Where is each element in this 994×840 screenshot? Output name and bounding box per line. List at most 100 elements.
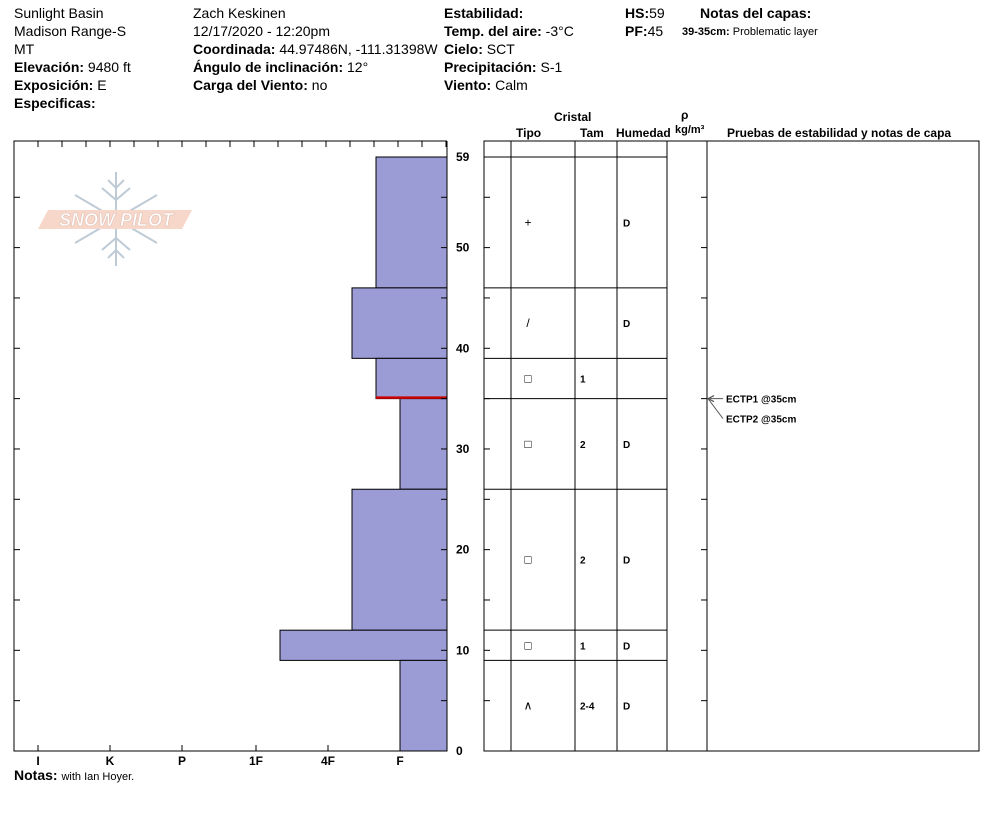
coord-value: 44.97486N, -111.31398W	[279, 41, 438, 57]
layer-crystal-type: +	[524, 215, 531, 229]
wind-load: Carga del Viento: no	[193, 77, 327, 93]
hs-label: HS:	[625, 5, 650, 21]
layer-note: 39-35cm: Problematic layer	[682, 24, 818, 40]
layer-moisture: D	[623, 218, 630, 229]
density-unit-header: kg/m³	[675, 124, 705, 136]
pf-label: PF:	[625, 23, 648, 39]
elevation-value: 9480 ft	[87, 59, 131, 75]
specifics-label: Especificas:	[14, 95, 96, 111]
hardness-bar	[351, 488, 448, 631]
moisture-header: Humedad	[616, 126, 671, 140]
layer-crystal-type: □	[524, 371, 531, 385]
hardness-bar	[351, 287, 448, 359]
depth-label: 59	[456, 150, 470, 164]
depth-label: 0	[456, 744, 463, 758]
slope-label: Ángulo de inclinación:	[193, 59, 344, 75]
test-label: ECTP2 @35cm	[726, 415, 796, 426]
stability-label: Estabilidad:	[444, 5, 524, 21]
hardness-label: F	[396, 754, 403, 768]
pf: PF:45	[625, 23, 663, 39]
depth-label: 20	[456, 543, 470, 557]
notes: Notas: with Ian Hoyer.	[14, 767, 134, 785]
hardness-label: 1F	[249, 754, 263, 768]
layer-moisture: D	[623, 702, 630, 713]
test-arrowhead	[706, 395, 715, 403]
layer-crystal-size: 1	[580, 641, 586, 652]
depth-label: 40	[456, 341, 470, 355]
precipitation: Precipitación: S-1	[444, 59, 562, 75]
wind-load-label: Carga del Viento:	[193, 77, 308, 93]
location-line-2: Madison Range-S	[14, 23, 127, 39]
elevation: Elevación: 9480 ft	[14, 59, 131, 75]
hardness-bar	[375, 156, 448, 289]
hardness-bar	[399, 398, 448, 490]
slope-value: 12°	[347, 59, 369, 75]
datetime: 12/17/2020 - 12:20pm	[193, 23, 330, 39]
aspect: Exposición: E	[14, 77, 107, 93]
slope-angle: Ángulo de inclinación: 12°	[193, 59, 368, 75]
hs-value: 59	[649, 5, 665, 21]
hardness-label: I	[36, 754, 39, 768]
test-arrow	[707, 398, 724, 419]
layer-crystal-size: 2	[580, 556, 586, 567]
layer-moisture: D	[623, 641, 630, 652]
layer-note-text: Problematic layer	[732, 26, 818, 38]
layer-crystal-size: 1	[580, 374, 586, 385]
hardness-bar	[399, 659, 448, 752]
pf-value: 45	[647, 23, 664, 39]
elevation-label: Elevación:	[14, 59, 85, 75]
layer-crystal-type: /	[526, 316, 530, 330]
depth-label: 30	[456, 442, 470, 456]
layer-note-range: 39-35cm:	[682, 26, 730, 38]
depth-label: 50	[456, 241, 470, 255]
layer-moisture: D	[623, 440, 630, 451]
layer-crystal-type: □	[524, 437, 531, 451]
precip-value: S-1	[540, 59, 563, 75]
logo-text: SNOW PILOT	[59, 210, 175, 230]
layer-crystal-type: □	[524, 638, 531, 652]
hardness-label: K	[106, 754, 115, 768]
aspect-value: E	[97, 77, 107, 93]
wind-label: Viento:	[444, 77, 492, 93]
snowpilot-logo: SNOW PILOT	[38, 172, 192, 266]
wind: Viento: Calm	[444, 77, 528, 93]
plot-frame	[13, 140, 447, 752]
wind-load-value: no	[311, 77, 328, 93]
layer-notes-label: Notas del capas:	[700, 5, 812, 21]
layer-crystal-size: 2	[580, 440, 586, 451]
hardness-label: P	[178, 754, 186, 768]
layer-crystal-size: 2-4	[580, 702, 595, 713]
hs: HS:59	[625, 5, 665, 21]
layer-crystal-type: ∧	[524, 699, 533, 713]
test-label: ECTP1 @35cm	[726, 395, 796, 406]
notes-text: with Ian Hoyer.	[61, 771, 135, 783]
hardness-bar	[279, 629, 448, 661]
size-header: Tam	[580, 126, 604, 140]
table-frame	[483, 140, 980, 752]
notes-label: Notas:	[14, 767, 58, 783]
coordinate: Coordinada: 44.97486N, -111.31398W	[193, 41, 438, 57]
precip-label: Precipitación:	[444, 59, 537, 75]
hardness-bar	[375, 357, 448, 400]
layer-crystal-type: □	[524, 553, 531, 567]
sky: Cielo: SCT	[444, 41, 515, 57]
type-header: Tipo	[516, 126, 542, 140]
layer-moisture: D	[623, 556, 630, 567]
hardness-label: 4F	[321, 754, 335, 768]
observer: Zach Keskinen	[193, 5, 286, 21]
crystal-header: Cristal	[554, 110, 592, 124]
air-temp: Temp. del aire: -3°C	[444, 23, 574, 39]
aspect-label: Exposición:	[14, 77, 94, 93]
layer-moisture: D	[623, 319, 630, 330]
location-line-1: Sunlight Basin	[14, 5, 104, 21]
wind-value: Calm	[495, 77, 528, 93]
air-temp-value: -3°C	[545, 23, 574, 39]
location-line-3: MT	[14, 41, 35, 57]
sky-label: Cielo:	[444, 41, 483, 57]
tests-header: Pruebas de estabilidad y notas de capa	[727, 126, 952, 140]
air-temp-label: Temp. del aire:	[444, 23, 542, 39]
rho-header: ρ	[681, 108, 689, 122]
coord-label: Coordinada:	[193, 41, 276, 57]
logo-banner	[38, 210, 192, 229]
